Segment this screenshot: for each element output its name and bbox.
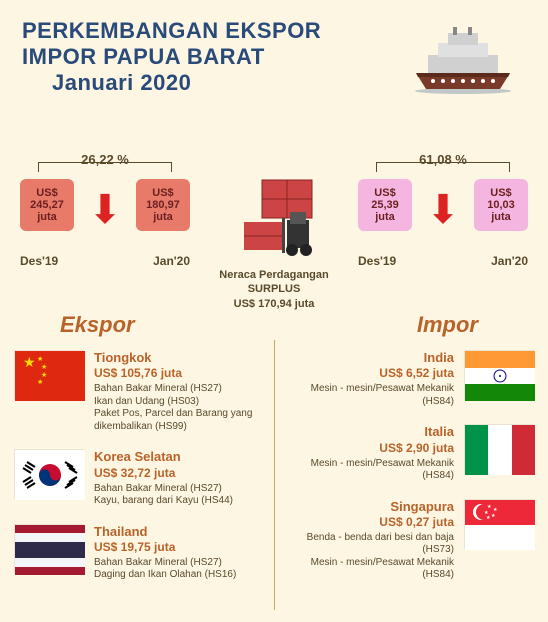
singapore-flag-icon: ★★★★★ (464, 499, 534, 549)
india-flag-icon (464, 350, 534, 400)
svg-text:★: ★ (41, 371, 47, 379)
ekspor-to-value: US$ 180,97 juta (136, 179, 190, 231)
neraca-line1: Neraca Perdagangan (219, 268, 328, 282)
country-name: India (284, 350, 454, 366)
country-row: ★★★★★ SingapuraUS$ 0,27 juta Benda - benda… (284, 499, 534, 582)
country-row: ItaliaUS$ 2,90 juta Mesin - mesin/Pesawat… (284, 424, 534, 482)
country-value: US$ 2,90 juta (284, 441, 454, 456)
italy-flag-icon (464, 424, 534, 474)
country-row: ThailandUS$ 19,75 juta Bahan Bakar Minera… (14, 524, 264, 582)
title-line3: Januari 2020 (22, 70, 321, 96)
svg-text:★: ★ (41, 363, 47, 371)
country-info: TiongkokUS$ 105,76 juta Bahan Bakar Miner… (94, 350, 264, 433)
thailand-flag-icon (14, 524, 84, 574)
neraca-line3: US$ 170,94 juta (219, 297, 328, 311)
impor-to-period: Jan'20 (491, 254, 528, 268)
svg-text:★: ★ (37, 355, 43, 363)
svg-text:★: ★ (491, 513, 496, 519)
country-info: ItaliaUS$ 2,90 juta Mesin - mesin/Pesawat… (284, 424, 454, 482)
down-arrow-icon: ⬇ (88, 190, 122, 230)
impor-country-list: IndiaUS$ 6,52 juta Mesin - mesin/Pesawat … (284, 350, 534, 598)
country-value: US$ 105,76 juta (94, 366, 264, 381)
trade-balance: Neraca Perdagangan SURPLUS US$ 170,94 ju… (219, 268, 328, 311)
country-name: Thailand (94, 524, 264, 540)
vertical-divider (274, 340, 275, 610)
impor-pct: 61,08 % (419, 152, 467, 167)
svg-text:★: ★ (37, 378, 43, 386)
country-info: SingapuraUS$ 0,27 juta Benda - benda dari… (284, 499, 454, 582)
china-flag-icon: ★★★★★ (14, 350, 84, 400)
page-title: PERKEMBANGAN EKSPOR IMPOR PAPUA BARAT Ja… (22, 18, 321, 96)
country-row: Korea SelatanUS$ 32,72 juta Bahan Bakar M… (14, 449, 264, 507)
svg-text:★: ★ (23, 354, 36, 370)
country-details: Benda - benda dari besi dan baja (HS73) … (284, 532, 454, 582)
ekspor-country-list: ★★★★★TiongkokUS$ 105,76 jutaBahan Bakar … (14, 350, 264, 598)
country-name: Korea Selatan (94, 449, 264, 465)
country-details: Bahan Bakar Mineral (HS27) Ikan dan Udan… (94, 383, 264, 433)
ekspor-to-period: Jan'20 (153, 254, 190, 268)
country-details: Mesin - mesin/Pesawat Mekanik (HS84) (284, 383, 454, 408)
impor-from-value: US$ 25,39 juta (358, 179, 412, 231)
down-arrow-icon: ⬇ (426, 190, 460, 230)
country-details: Bahan Bakar Mineral (HS27) Kayu, barang … (94, 483, 264, 508)
country-info: Korea SelatanUS$ 32,72 juta Bahan Bakar M… (94, 449, 264, 507)
country-value: US$ 32,72 juta (94, 466, 264, 481)
impor-to-value: US$ 10,03 juta (474, 179, 528, 231)
korea-flag-icon (14, 449, 84, 499)
country-row: IndiaUS$ 6,52 juta Mesin - mesin/Pesawat … (284, 350, 534, 408)
title-line2: IMPOR PAPUA BARAT (22, 44, 321, 70)
ekspor-pct: 26,22 % (81, 152, 129, 167)
svg-text:★: ★ (486, 515, 491, 521)
country-details: Bahan Bakar Mineral (HS27) Daging dan Ik… (94, 557, 264, 582)
country-name: Italia (284, 424, 454, 440)
country-details: Mesin - mesin/Pesawat Mekanik (HS84) (284, 458, 454, 483)
ekspor-from-period: Des'19 (20, 254, 58, 268)
country-value: US$ 19,75 juta (94, 540, 264, 555)
country-row: ★★★★★TiongkokUS$ 105,76 jutaBahan Bakar … (14, 350, 264, 433)
impor-change-block: US$ 25,39 juta 61,08 % ⬇ US$ 10,03 juta … (358, 160, 528, 268)
country-value: US$ 0,27 juta (284, 515, 454, 530)
neraca-line2: SURPLUS (219, 282, 328, 296)
country-info: ThailandUS$ 19,75 juta Bahan Bakar Minera… (94, 524, 264, 582)
title-line1: PERKEMBANGAN EKSPOR (22, 18, 321, 44)
country-name: Tiongkok (94, 350, 264, 366)
ship-icon (408, 25, 518, 100)
country-name: Singapura (284, 499, 454, 515)
ekspor-section-label: Ekspor (60, 312, 135, 338)
forklift-icon (232, 172, 322, 262)
ekspor-from-value: US$ 245,27 juta (20, 179, 74, 231)
ekspor-change-block: US$ 245,27 juta 26,22 % ⬇ US$ 180,97 jut… (20, 160, 190, 268)
impor-section-label: Impor (417, 312, 478, 338)
country-info: IndiaUS$ 6,52 juta Mesin - mesin/Pesawat … (284, 350, 454, 408)
impor-from-period: Des'19 (358, 254, 396, 268)
country-value: US$ 6,52 juta (284, 366, 454, 381)
